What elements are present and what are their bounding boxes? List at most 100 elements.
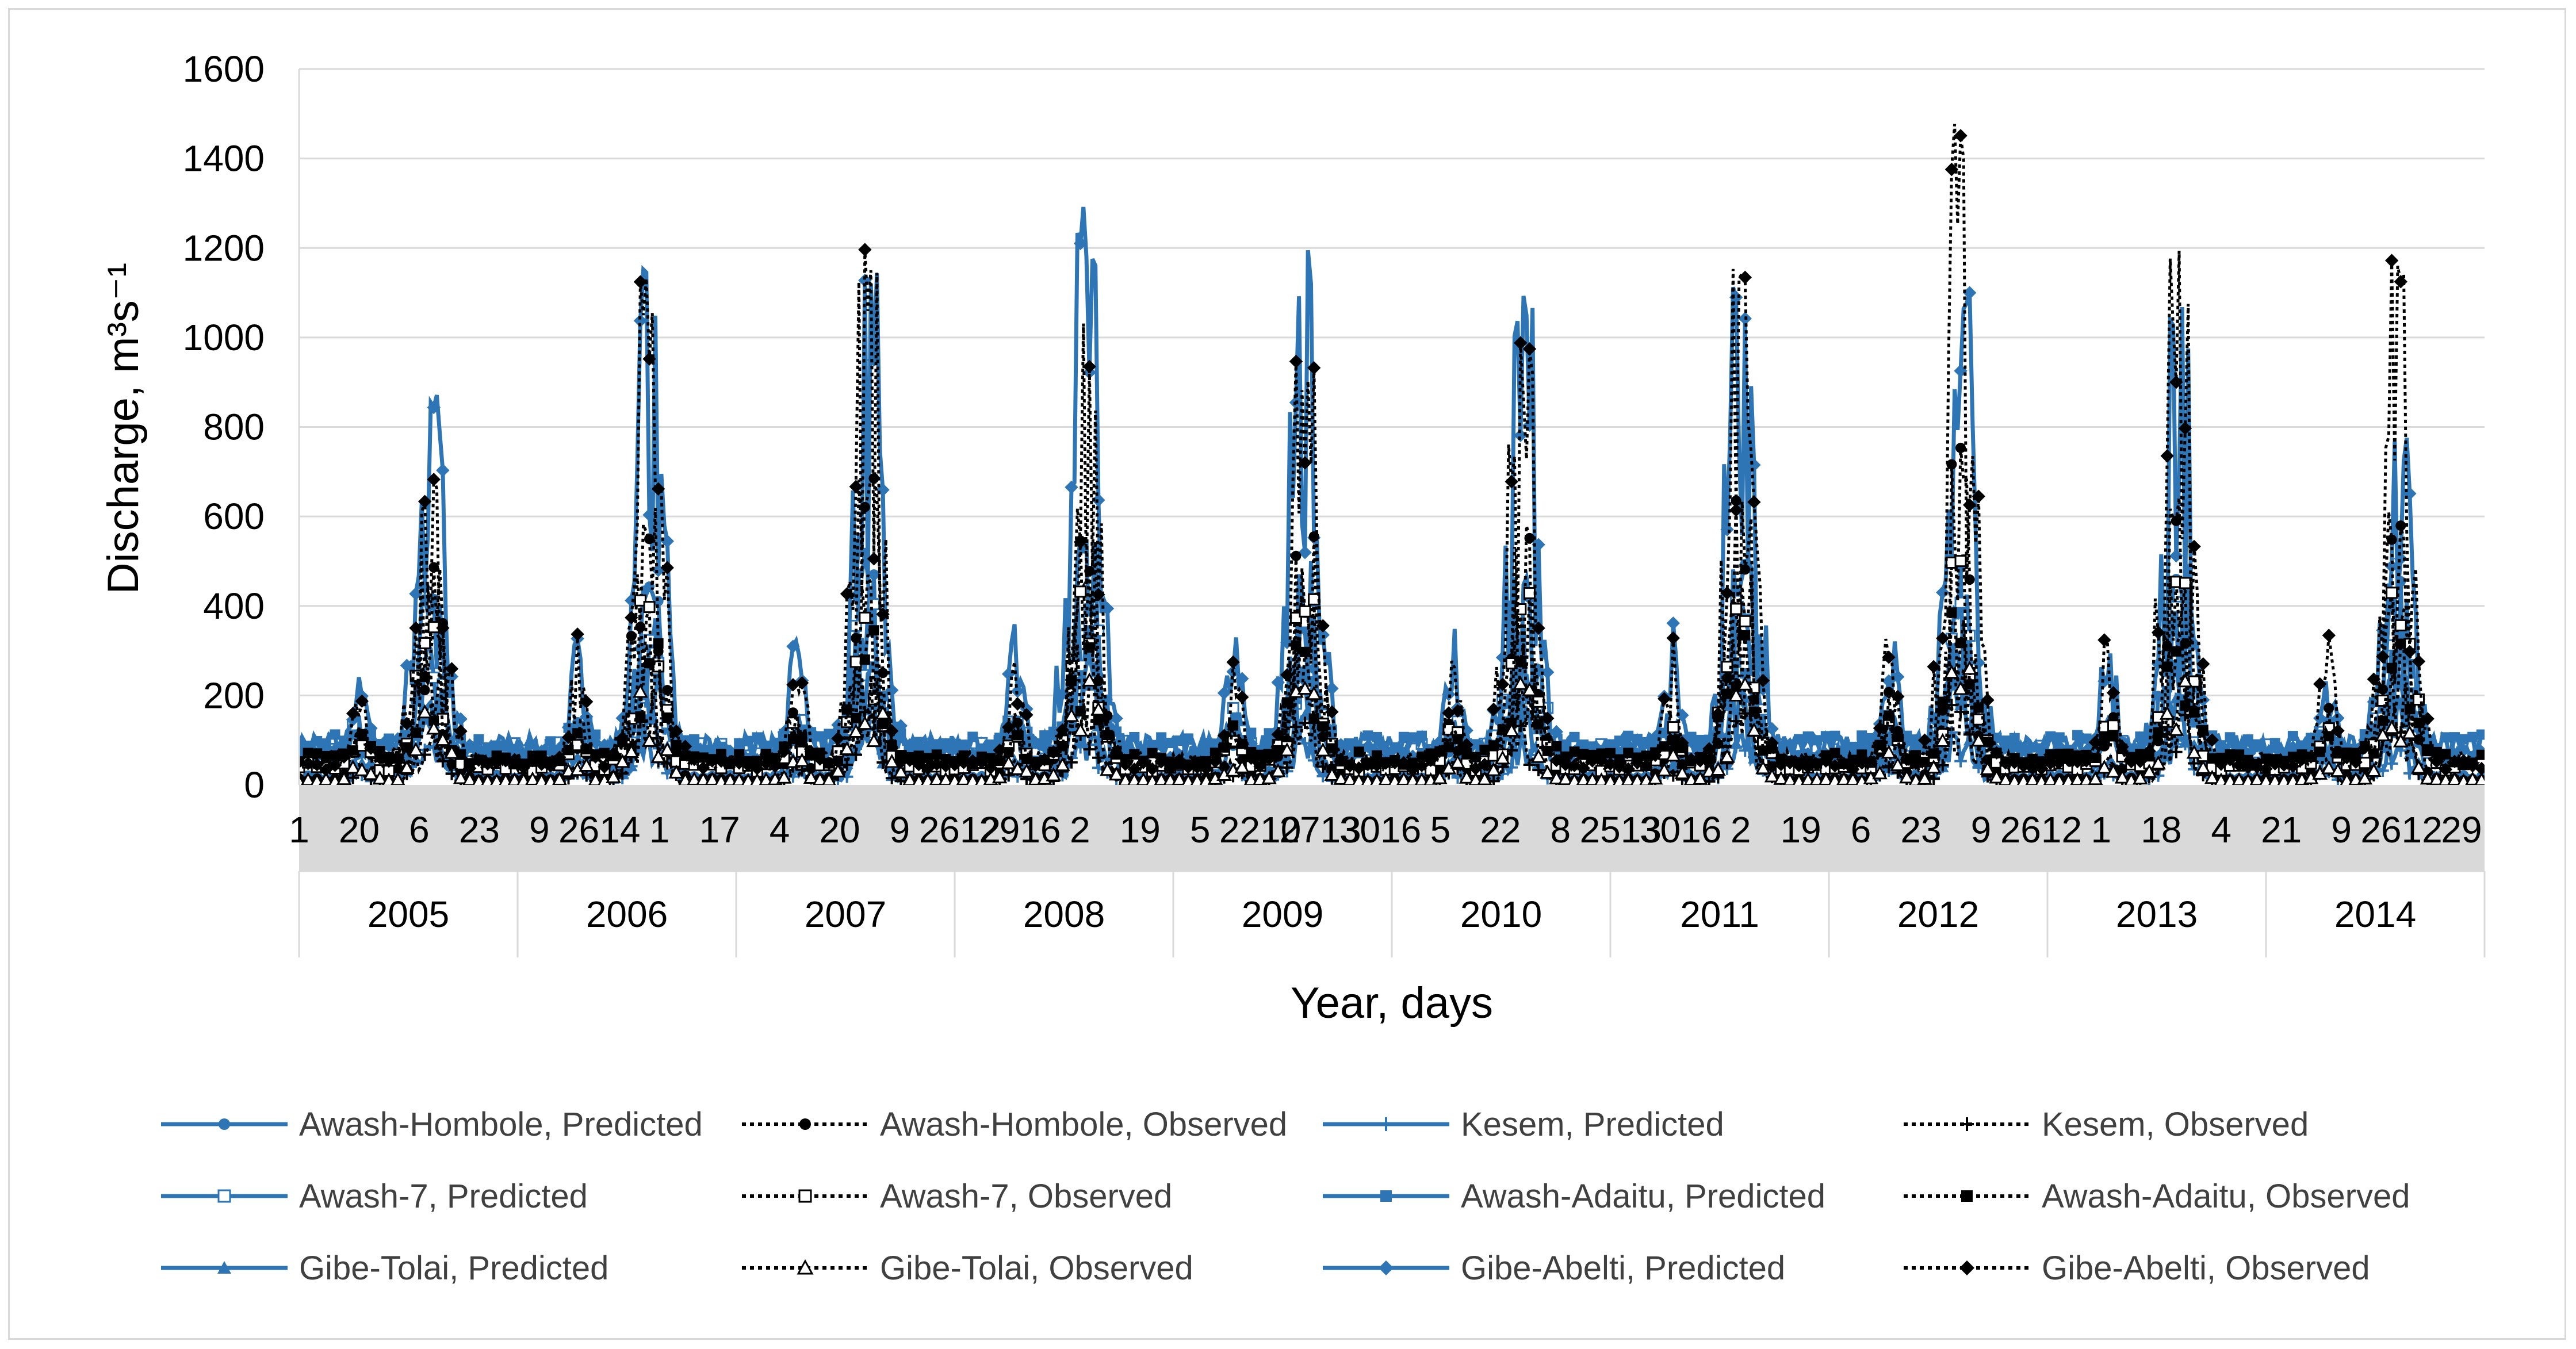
legend-item: Kesem, Predicted — [1323, 1106, 1724, 1143]
series-marker — [849, 656, 862, 668]
legend-item: Awash-7, Observed — [742, 1178, 1172, 1215]
year-label: 2014 — [2334, 894, 2416, 935]
series-marker — [2099, 731, 2110, 742]
series-marker — [2189, 707, 2200, 718]
series-marker — [2160, 449, 2174, 463]
legend-item: Gibe-Tolai, Predicted — [161, 1250, 608, 1287]
day-tick-label: 1 — [2091, 809, 2112, 850]
series-marker — [312, 748, 323, 759]
series-marker — [1578, 749, 1589, 760]
series-marker — [303, 748, 313, 758]
y-tick-label: 200 — [203, 674, 265, 716]
legend-label: Awash-Hombole, Predicted — [299, 1106, 703, 1143]
year-label: 2010 — [1460, 894, 1542, 935]
series-marker — [1820, 731, 1831, 742]
legend-label: Awash-Adaitu, Observed — [2042, 1178, 2410, 1215]
series-marker — [1012, 730, 1023, 741]
series-marker — [799, 1118, 811, 1130]
series-marker — [328, 743, 342, 757]
series-marker — [1515, 656, 1526, 667]
series-marker — [814, 731, 825, 742]
series-marker — [2107, 719, 2120, 732]
series-marker — [1452, 734, 1463, 745]
series-marker — [1353, 746, 1364, 757]
series-marker — [2097, 633, 2111, 647]
y-tick-label: 1200 — [183, 227, 265, 269]
series-marker — [633, 314, 648, 328]
series-marker — [1129, 731, 1140, 742]
series-marker — [419, 637, 431, 649]
series-marker — [868, 569, 879, 580]
series-marker — [2385, 757, 2398, 770]
series-marker — [1001, 667, 1016, 681]
series-marker — [644, 658, 655, 669]
series-marker — [1039, 730, 1050, 741]
series-marker — [1959, 1260, 1974, 1275]
series-marker — [1659, 741, 1670, 752]
legend-label: Awash-Hombole, Observed — [880, 1106, 1287, 1143]
series-line — [299, 124, 2483, 775]
series-marker — [643, 601, 656, 614]
series-marker — [1955, 638, 1966, 649]
day-tick-label: 4 — [2211, 809, 2231, 850]
series-marker — [1829, 730, 1840, 741]
series-marker — [2179, 577, 2191, 589]
series-marker — [786, 639, 800, 653]
y-tick-labels: 0 200 400 600 800 1000 1200 1400 1600 — [183, 48, 265, 806]
series-marker — [2287, 731, 2298, 742]
legend-label: Awash-Adaitu, Predicted — [1461, 1178, 1825, 1215]
day-tick-label: 4 — [770, 809, 790, 850]
legend-label: Gibe-Tolai, Observed — [880, 1250, 1193, 1287]
series-marker — [2476, 749, 2485, 760]
legend-item: Awash-Adaitu, Observed — [1904, 1178, 2410, 1215]
series-marker — [2242, 734, 2253, 745]
day-tick-label: 20 — [819, 809, 860, 850]
day-tick-label: 19 — [1781, 809, 1821, 850]
series-marker — [319, 740, 333, 754]
day-tick-label: 3016 — [1640, 809, 1721, 850]
series-marker — [1730, 603, 1743, 615]
series-marker — [2324, 731, 2334, 742]
day-tick-label: 17 — [699, 809, 740, 850]
series-marker — [2108, 731, 2119, 742]
series-marker — [299, 740, 306, 754]
day-tick-label: 5 — [1190, 809, 1211, 850]
legend-label: Gibe-Abelti, Predicted — [1461, 1250, 1785, 1287]
series-marker — [472, 744, 486, 757]
series-marker — [2394, 698, 2407, 710]
series-marker — [1219, 742, 1230, 753]
day-tick-label: 9 — [529, 809, 550, 850]
series-marker — [625, 760, 638, 772]
series-marker — [1623, 748, 1634, 758]
series-marker — [1183, 733, 1194, 744]
series-marker — [1910, 734, 1921, 745]
day-tick-label: 2614 — [558, 809, 640, 850]
series-marker — [858, 243, 872, 256]
day-tick-label: 8 — [1551, 809, 1571, 850]
series-marker — [427, 400, 441, 415]
legend-item: Gibe-Abelti, Predicted — [1323, 1250, 1785, 1287]
series-marker — [689, 734, 700, 745]
day-tick-label: 6 — [1851, 809, 1871, 850]
series-marker — [1667, 721, 1679, 734]
series-marker — [2170, 692, 2183, 704]
series-marker — [1299, 737, 1311, 750]
year-label: 2008 — [1023, 894, 1105, 935]
x-axis-band — [299, 785, 2485, 871]
series-marker — [545, 736, 556, 747]
year-label: 2011 — [1680, 894, 1759, 935]
series-marker — [1758, 745, 1769, 756]
series-marker — [2225, 732, 2236, 743]
series-marker — [2000, 735, 2011, 746]
series-marker — [653, 596, 664, 607]
series-markers — [299, 236, 2485, 768]
series-marker — [588, 735, 603, 750]
series-marker — [643, 710, 656, 722]
series-marker — [1362, 730, 1373, 741]
series-marker — [500, 741, 511, 752]
series-marker — [1156, 732, 1167, 743]
y-tick-label: 1400 — [183, 138, 265, 179]
year-label: 2007 — [805, 894, 886, 935]
legend-item: Gibe-Tolai, Observed — [742, 1250, 1193, 1287]
